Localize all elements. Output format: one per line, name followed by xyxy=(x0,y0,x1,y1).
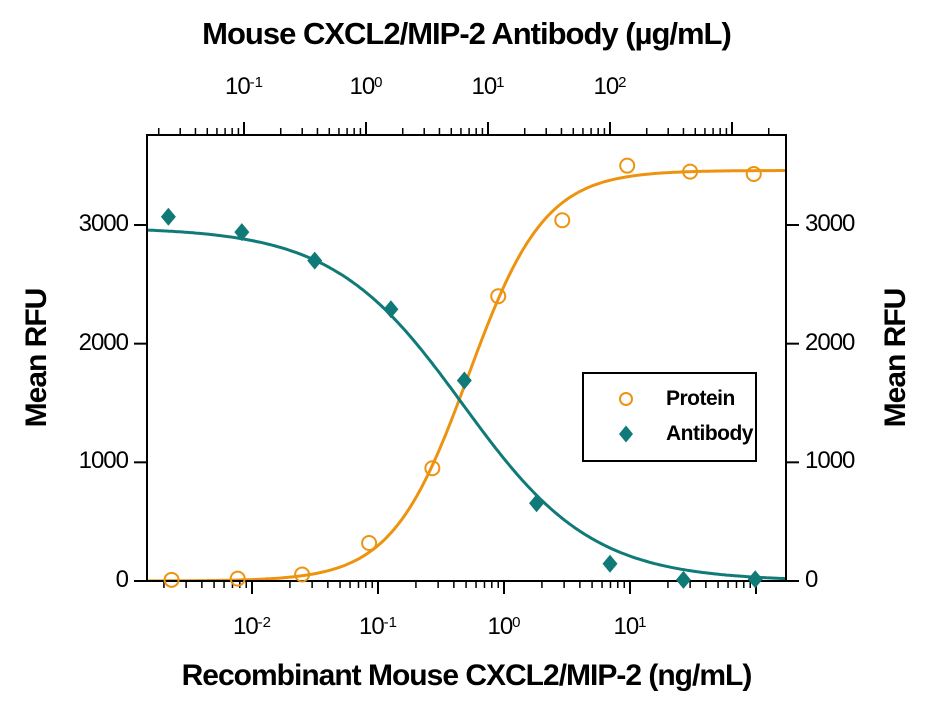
antibody-curve xyxy=(148,228,785,580)
left-tick-label: 3000 xyxy=(78,210,129,237)
right-tick-label: 1000 xyxy=(805,447,855,475)
open-circle-icon xyxy=(619,391,633,406)
bottom-axis-ticks xyxy=(163,581,757,594)
y-axis-label-right: Mean RFU xyxy=(879,288,912,428)
filled-diamond-icon xyxy=(619,425,633,442)
top-axis-title: Mouse CXCL2/MIP-2 Antibody (µg/mL) xyxy=(202,16,732,51)
right-tick-label: 3000 xyxy=(805,210,855,237)
left-axis-ticks xyxy=(134,224,147,582)
top-tick-label: 100 xyxy=(349,73,383,100)
legend-label: Protein xyxy=(666,386,735,410)
protein-points xyxy=(163,157,762,588)
top-tick-label: 10-1 xyxy=(224,73,264,100)
bottom-axis-title: Recombinant Mouse CXCL2/MIP-2 (ng/mL) xyxy=(181,659,753,692)
y-axis-label-left: Mean RFU xyxy=(20,288,53,428)
left-tick-label: 0 xyxy=(115,566,129,593)
antibody-points xyxy=(160,207,763,589)
top-axis-ticks xyxy=(157,122,770,135)
legend: Protein Antibody xyxy=(582,372,757,462)
right-axis-ticks xyxy=(786,224,799,582)
bottom-tick-label: 100 xyxy=(487,613,521,640)
top-tick-label: 101 xyxy=(471,73,505,100)
left-tick-label: 2000 xyxy=(78,328,129,356)
top-tick-label: 102 xyxy=(593,73,627,100)
right-tick-label: 0 xyxy=(805,566,818,593)
bottom-tick-label: 10-1 xyxy=(358,613,398,640)
legend-item-antibody: Antibody xyxy=(584,417,755,450)
right-tick-label: 2000 xyxy=(805,328,855,356)
legend-item-protein: Protein xyxy=(584,382,755,415)
bottom-tick-label: 101 xyxy=(613,613,647,640)
legend-label: Antibody xyxy=(666,421,753,445)
bottom-tick-label: 10-2 xyxy=(232,613,272,640)
plot-frame xyxy=(146,134,787,582)
left-tick-label: 1000 xyxy=(78,447,129,475)
